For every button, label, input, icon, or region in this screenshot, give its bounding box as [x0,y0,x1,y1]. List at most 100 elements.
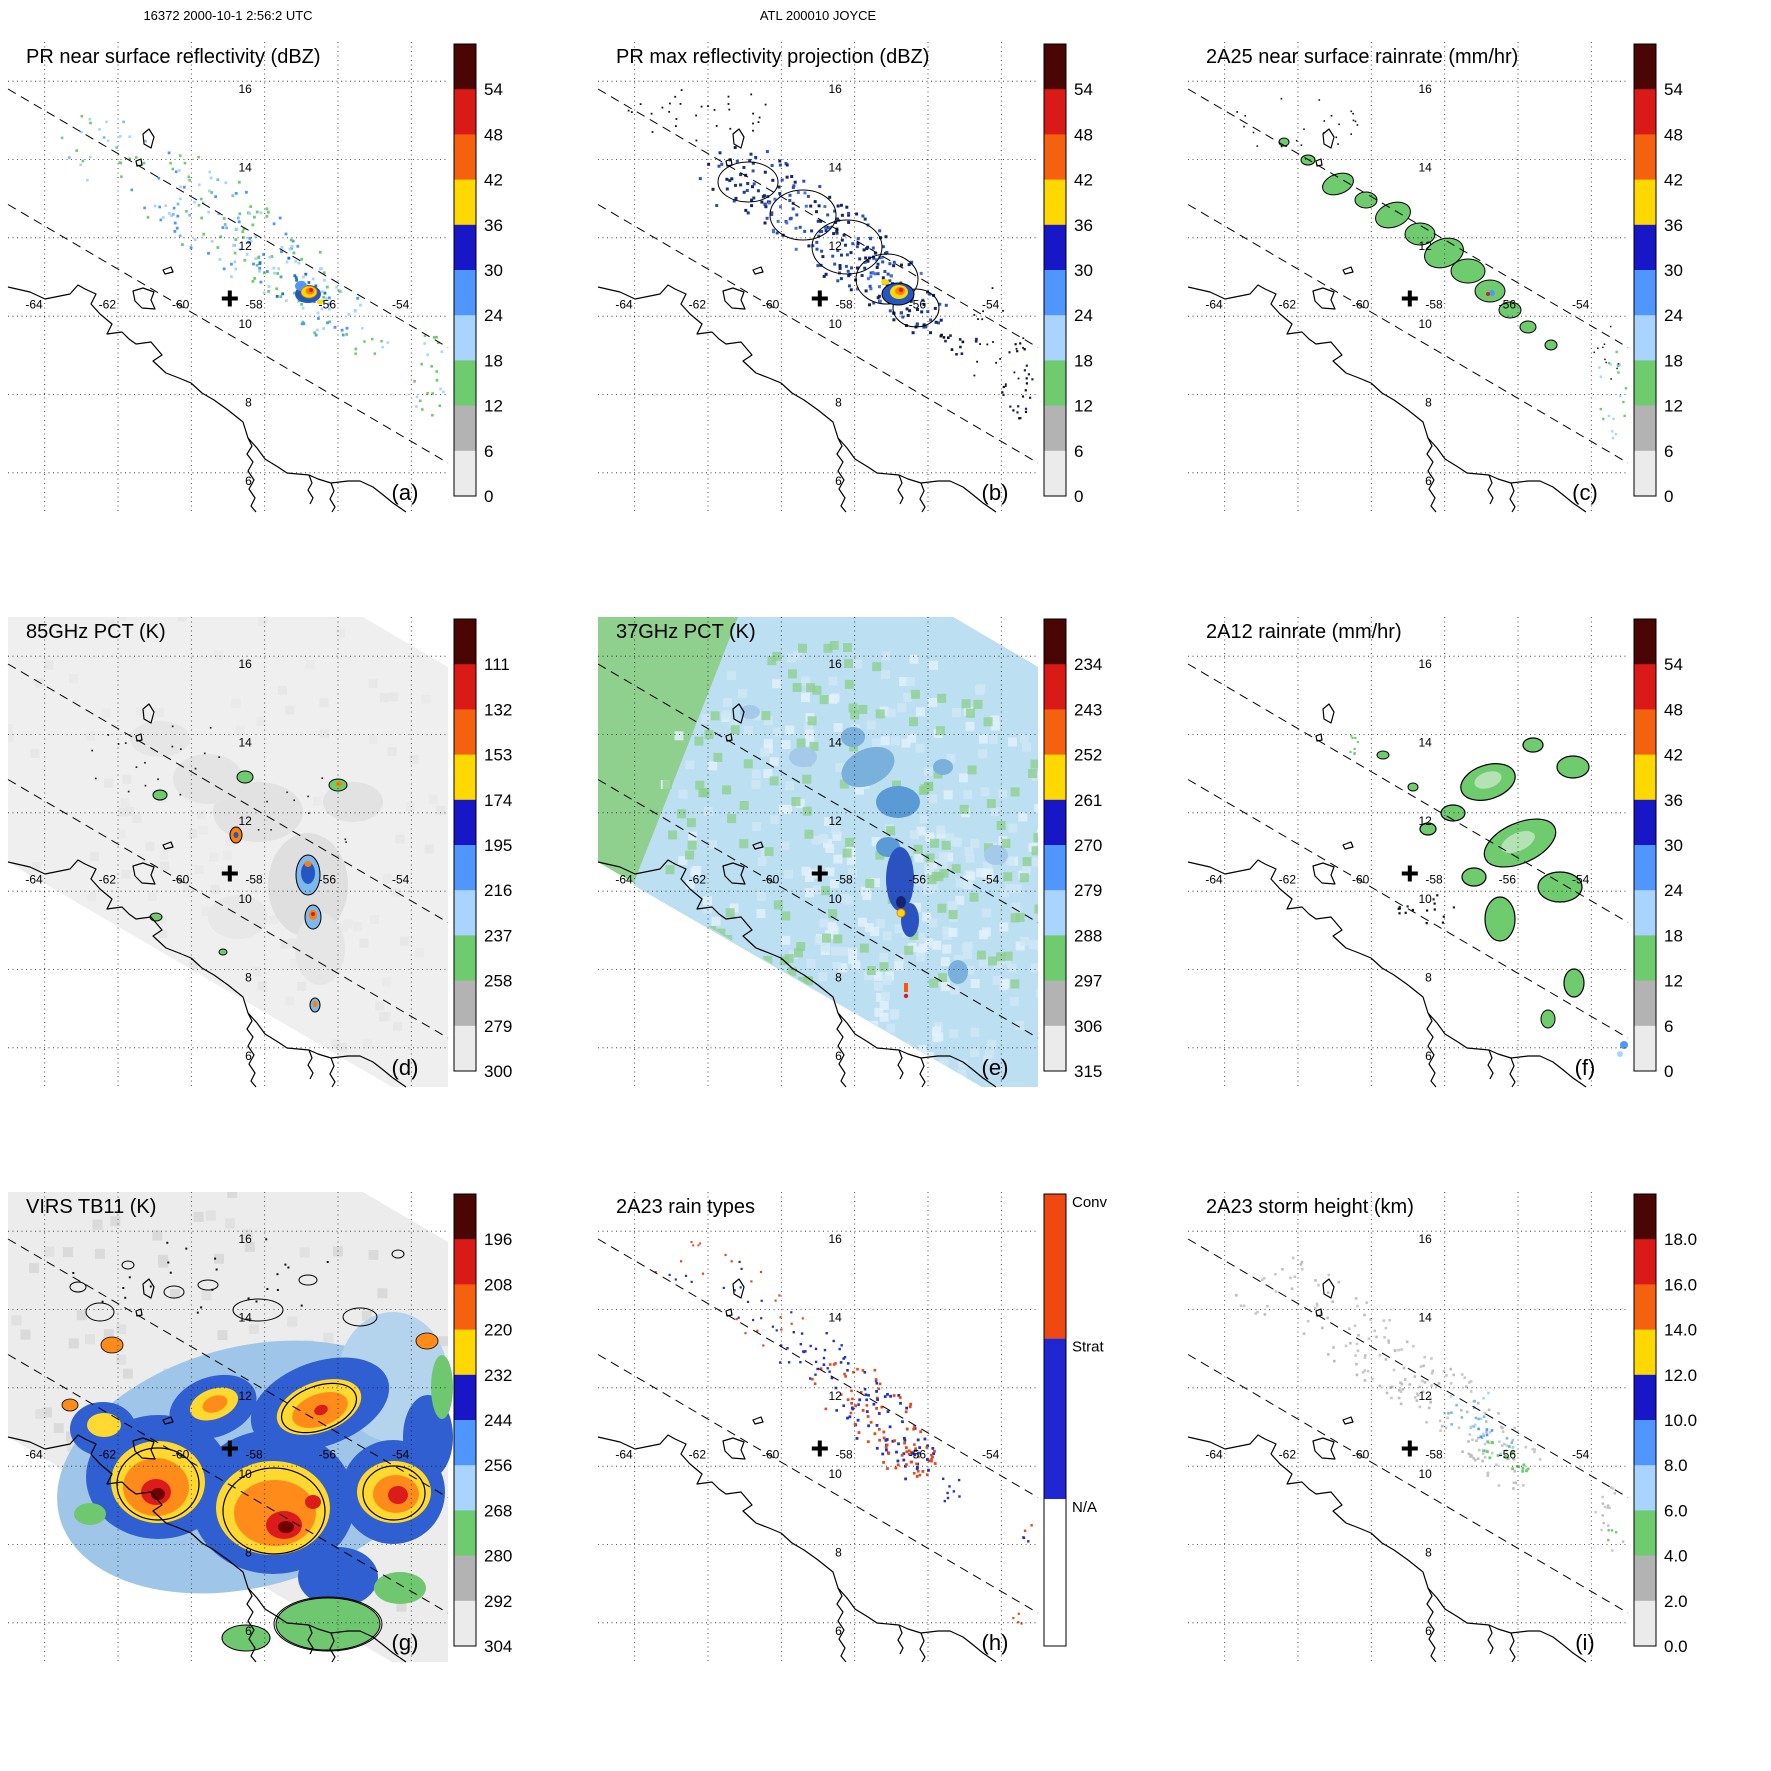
svg-text:6: 6 [1425,474,1432,488]
panel-title: VIRS TB11 (K) [26,1196,157,1218]
svg-text:14: 14 [828,1311,842,1325]
svg-text:-64: -64 [615,1447,633,1461]
colorbar-scale: 54 48 42 36 30 24 18 12 6 0 [1043,43,1093,506]
colorbar-scale: 111 132 153 174 195 216 237 258 279 300 [453,618,512,1081]
svg-text:-54: -54 [1572,1447,1590,1461]
swath-edges [7,1238,449,1614]
map-canvas: -64 -62 -60 -58 -56 -54 6 8 10 12 14 16 (d) [7,617,449,1088]
svg-text:-60: -60 [172,297,190,311]
storm-center-cross [221,865,238,882]
svg-text:-64: -64 [25,1447,43,1461]
colorbar-tick: 48 [1664,700,1683,719]
svg-text:-60: -60 [762,297,780,311]
colorbar-tick: 279 [484,1017,512,1036]
colorbar-tick: 261 [1074,791,1102,810]
svg-text:8: 8 [835,1546,842,1560]
svg-text:-58: -58 [1425,1447,1443,1461]
colorbar-scale: 196 208 220 232 244 256 268 280 292 304 [453,1193,512,1656]
svg-text:16: 16 [238,1232,252,1246]
svg-text:-54: -54 [392,297,410,311]
map-canvas: -64 -62 -60 -58 -56 -54 6 8 10 12 14 16 (i) [1187,1192,1629,1663]
svg-text:-58: -58 [1425,872,1443,886]
colorbar-tick: 24 [1664,306,1683,325]
panel-e: 37GHz PCT (K) -64 -62 -60 -58 -56 -54 6 8 10 12 14… [590,601,1180,1176]
coastline [7,1278,407,1663]
map-canvas: -64 -62 -60 -58 -56 -54 6 8 10 12 14 16 (c) [1187,42,1629,513]
panel-c: 2A25 near surface rainrate (mm/hr) -64 -6… [1180,26,1770,601]
panel-f: 2A12 rainrate (mm/hr) -64 -62 -60 -58 -56 -54… [1180,601,1770,1176]
svg-text:6: 6 [245,1624,252,1638]
svg-text:-64: -64 [615,297,633,311]
colorbar-tick: 36 [1664,791,1683,810]
svg-text:-62: -62 [99,297,117,311]
grid-labels: -64 -62 -60 -58 -56 -54 6 8 10 12 14 16 [25,657,409,1063]
svg-text:16: 16 [238,82,252,96]
storm-center-cross [811,290,828,307]
colorbar-tick: 111 [484,655,510,674]
coastline [1187,128,1587,513]
svg-text:-54: -54 [982,1447,1000,1461]
coastline [7,128,407,513]
svg-text:-56: -56 [1499,297,1517,311]
svg-text:8: 8 [1425,396,1432,410]
svg-text:-54: -54 [1572,297,1590,311]
colorbar-tick: 48 [1074,125,1093,144]
svg-text:12: 12 [828,814,842,828]
svg-text:-56: -56 [319,872,337,886]
colorbar-tick: 237 [484,926,512,945]
svg-text:6: 6 [835,474,842,488]
colorbar-tick: 12 [1664,972,1683,991]
grid-labels: -64 -62 -60 -58 -56 -54 6 8 10 12 14 16 [1205,82,1589,488]
colorbar-tick: N/A [1072,1499,1097,1516]
colorbar-tick: 153 [484,746,512,765]
data-field [1349,734,1628,1057]
coastline [597,1278,997,1663]
svg-text:6: 6 [245,1049,252,1063]
colorbar: 234 243 252 261 270 279 288 297 306 315 [1043,618,1102,1081]
gridlines [598,1192,1038,1662]
colorbar-tick: 300 [484,1062,512,1081]
panel-letter-label: (i) [1575,1630,1595,1655]
svg-text:-62: -62 [1279,297,1297,311]
svg-text:-58: -58 [835,297,853,311]
colorbar: 196 208 220 232 244 256 268 280 292 304 [453,1193,512,1656]
colorbar-tick: 48 [1664,125,1683,144]
colorbar: 18.0 16.0 14.0 12.0 10.0 8.0 6.0 4.0 2.0 0.0 [1633,1193,1697,1656]
svg-text:-56: -56 [1499,1447,1517,1461]
svg-text:10: 10 [828,317,842,331]
data-field [627,89,1034,420]
colorbar-tick: 54 [484,80,503,99]
colorbar-scale: Conv Strat N/A [1043,1193,1108,1647]
colorbar-tick: 12.0 [1664,1366,1697,1385]
colorbar-tick: 16.0 [1664,1275,1697,1294]
svg-text:-64: -64 [615,872,633,886]
colorbar-tick: 243 [1074,700,1102,719]
colorbar-tick: 208 [484,1275,512,1294]
svg-text:-60: -60 [1352,872,1370,886]
data-field [654,1241,1033,1625]
svg-text:-62: -62 [689,872,707,886]
gridlines [598,42,1038,512]
panel-letter-label: (e) [982,1055,1009,1080]
swath-edges [7,663,449,1039]
colorbar-tick: 36 [1664,216,1683,235]
colorbar-tick: 292 [484,1592,512,1611]
storm-id-label: ATL 200010 JOYCE [759,8,877,23]
svg-text:-54: -54 [392,872,410,886]
panel-title: 37GHz PCT (K) [616,621,756,643]
swath-edges [1187,1238,1629,1614]
svg-text:12: 12 [828,239,842,253]
svg-text:-62: -62 [689,1447,707,1461]
svg-text:16: 16 [238,657,252,671]
svg-text:-62: -62 [1279,1447,1297,1461]
svg-text:10: 10 [238,317,252,331]
svg-text:-62: -62 [689,297,707,311]
svg-text:10: 10 [828,1467,842,1481]
colorbar-tick: 244 [484,1411,512,1430]
svg-text:14: 14 [828,161,842,175]
map-canvas: -64 -62 -60 -58 -56 -54 6 8 10 12 14 16 (f) [1187,617,1629,1088]
gridlines [1188,1192,1628,1662]
colorbar-tick: 234 [1074,655,1102,674]
panel-title: PR near surface reflectivity (dBZ) [26,46,321,68]
colorbar-tick: 48 [484,125,503,144]
